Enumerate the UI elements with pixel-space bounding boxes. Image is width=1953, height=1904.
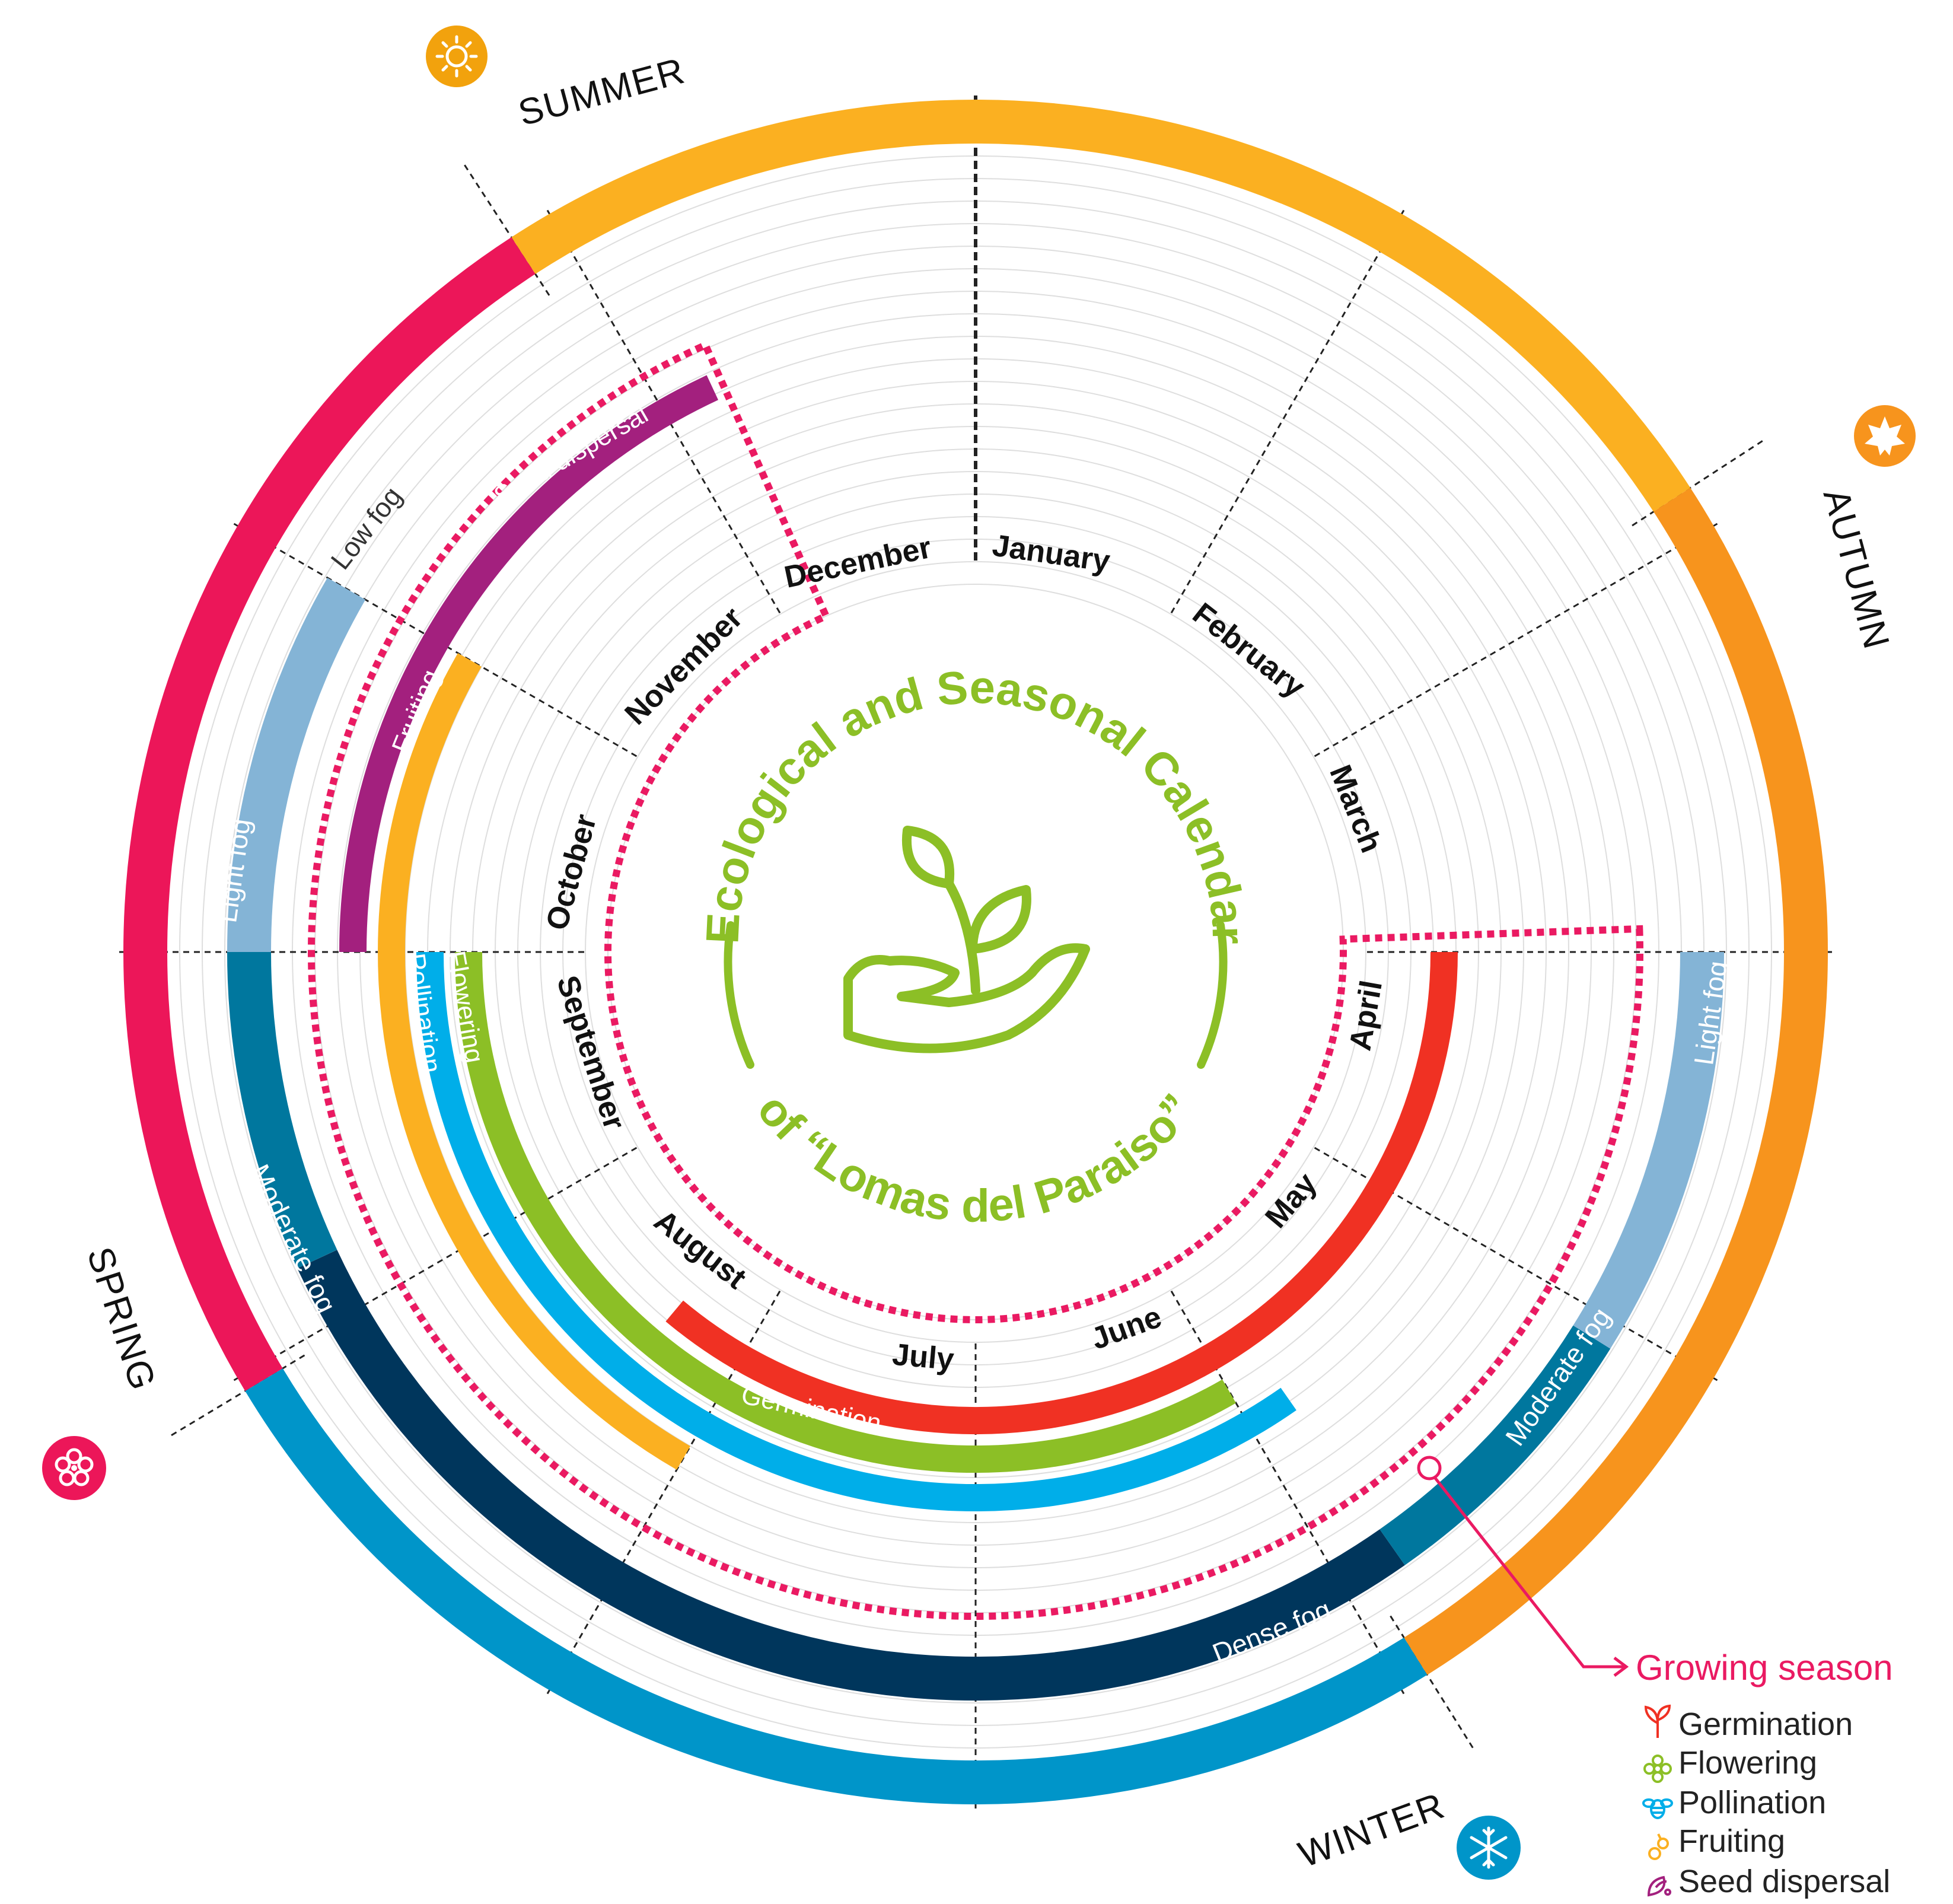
pollination-arc [416, 951, 1296, 1511]
legend-title: Growing season [1636, 1648, 1893, 1688]
fog-label-moderate-right: Moderate fog [1499, 1302, 1617, 1451]
legend-item-fruiting: Fruiting [1678, 1823, 1785, 1859]
bee-icon [1642, 1798, 1673, 1819]
flowering-arc [455, 951, 1236, 1473]
season-labels: SUMMER AUTUMN WINTER SPRING [79, 50, 1897, 1876]
fog-label-low: Low fog [324, 481, 407, 575]
snowflake-icon [1457, 1816, 1521, 1880]
month-label-april: April [1343, 978, 1389, 1053]
seed-dispersal-icon [1647, 1876, 1671, 1897]
legend-item-flowering: Flowering [1678, 1745, 1817, 1781]
month-label-december: December [781, 530, 934, 595]
season-label-winter: WINTER [1293, 1785, 1451, 1876]
legend: Growing season Germination Flowering Pol… [1417, 1456, 1893, 1899]
season-icons [42, 26, 1916, 1880]
month-label-march: March [1323, 760, 1388, 858]
month-label-july: July [891, 1338, 955, 1377]
title-ring-left [724, 921, 754, 1069]
legend-connector [1434, 1477, 1625, 1669]
seed-dispersal-arc [339, 375, 719, 953]
dense-fog-band [297, 1250, 1405, 1701]
fog-ring [227, 578, 1724, 1701]
fruiting-arc [378, 653, 691, 1470]
sprout-in-hand-icon [843, 826, 1090, 1053]
guide-circle [585, 561, 1366, 1343]
sun-icon [426, 26, 488, 87]
season-label-autumn: AUTUMN [1815, 485, 1897, 654]
growing-season-marker [1417, 1456, 1442, 1480]
month-label-september: September [550, 972, 632, 1134]
month-label-november: November [619, 601, 750, 732]
legend-item-pollination: Pollination [1678, 1785, 1826, 1820]
growing-season-outline [308, 340, 1643, 1620]
month-divider [230, 521, 638, 757]
month-divider [1314, 521, 1721, 757]
month-divider [230, 1147, 638, 1383]
title-line-2: of “Lomas del Paraiso” [747, 1084, 1203, 1231]
germination-arc [665, 951, 1458, 1434]
season-ring [123, 100, 1828, 1804]
month-divider [544, 206, 781, 614]
spring-band [123, 237, 536, 1392]
month-label-august: August [648, 1203, 753, 1296]
light-fog-band-right [1573, 951, 1724, 1349]
season-label-summer: SUMMER [514, 50, 690, 134]
flowering-icon [1643, 1755, 1672, 1783]
month-divider [1170, 206, 1407, 614]
center-title: Ecological and Seasonal Calendar of “Lom… [696, 661, 1255, 1232]
leaf-icon [1854, 405, 1916, 467]
autumn-band [1404, 488, 1828, 1675]
legend-item-germination: Germination [1678, 1706, 1853, 1742]
summer-band [511, 100, 1691, 512]
month-label-january: January [990, 528, 1113, 579]
title-ring-right [1197, 921, 1228, 1069]
winter-band [245, 1368, 1428, 1804]
arrow-right-icon [1613, 1657, 1629, 1677]
blossom-icon [42, 1436, 106, 1500]
light-fog-band-left [227, 578, 366, 953]
moderate-fog-band-left [227, 951, 337, 1269]
guide-circle [404, 381, 1547, 1523]
fruit-icon [1648, 1833, 1669, 1860]
title-line-1: Ecological and Seasonal Calendar [696, 661, 1255, 945]
legend-item-seed-dispersal: Seed dispersal [1678, 1864, 1890, 1899]
season-label-spring: SPRING [79, 1242, 164, 1396]
month-label-june: June [1087, 1300, 1166, 1357]
phase-arcs [339, 375, 1458, 1511]
germination-icon [1644, 1704, 1671, 1738]
moderate-fog-band-right [1379, 1325, 1611, 1565]
